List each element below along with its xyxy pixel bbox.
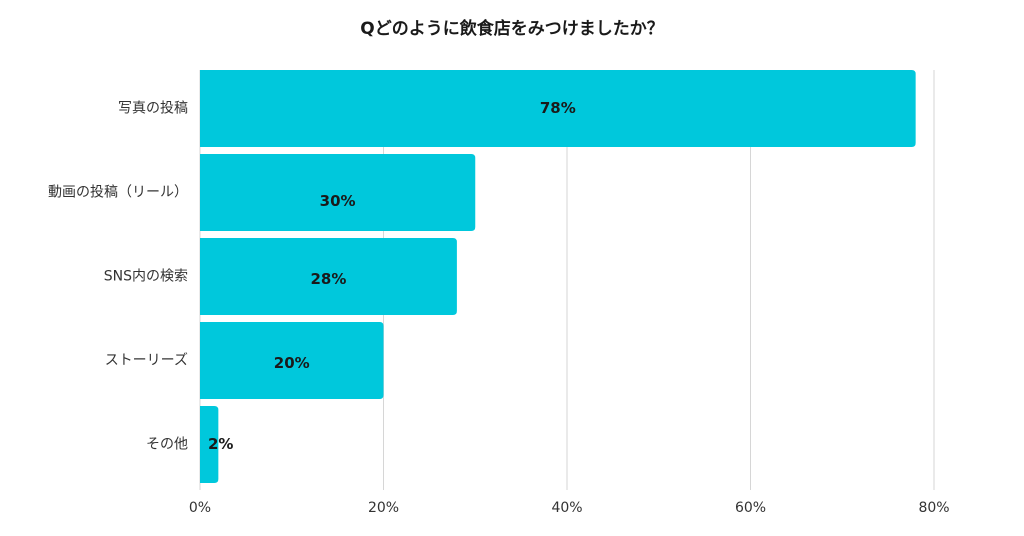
bar (200, 322, 384, 399)
category-label: SNS内の検索 (104, 268, 188, 285)
x-tick-label: 60% (735, 500, 766, 516)
bar (200, 154, 476, 231)
data-label: 2% (208, 435, 233, 453)
x-tick-label: 80% (918, 500, 949, 516)
category-label: その他 (146, 437, 188, 453)
data-label: 78% (540, 99, 576, 117)
data-label: 30% (320, 192, 356, 210)
category-label: 写真の投稿 (118, 101, 188, 117)
category-label: ストーリーズ (105, 353, 188, 369)
chart-title: Qどのように飲食店をみつけましたか？ (360, 19, 664, 39)
x-tick-label: 0% (189, 500, 211, 516)
bar (200, 238, 457, 315)
x-tick-label: 40% (551, 500, 582, 516)
data-label: 20% (274, 354, 310, 372)
bar (200, 406, 219, 483)
category-label: 動画の投稿（リール） (48, 185, 188, 201)
x-tick-label: 20% (368, 500, 399, 516)
bar (200, 70, 916, 147)
data-label: 28% (310, 270, 346, 288)
